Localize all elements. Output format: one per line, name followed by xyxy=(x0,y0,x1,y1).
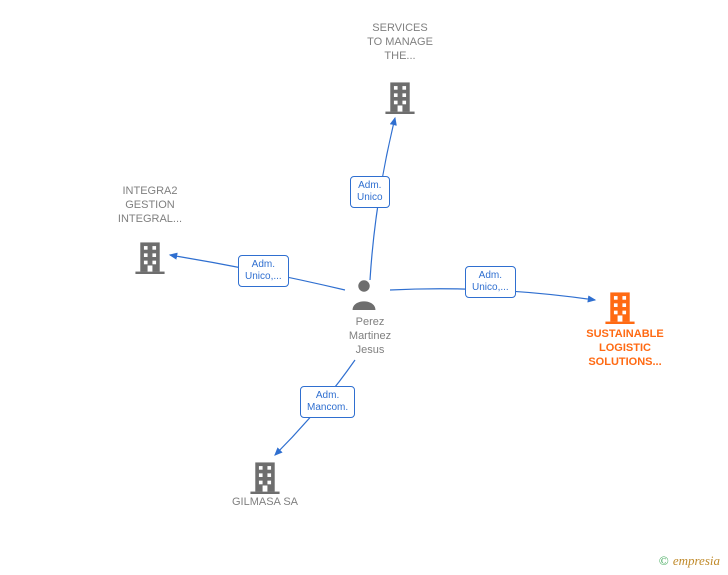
node-right[interactable] xyxy=(605,290,635,329)
person-icon xyxy=(350,278,378,310)
edge-label-top[interactable]: Adm. Unico xyxy=(350,176,390,208)
node-bottom-label: GILMASA SA xyxy=(215,496,315,510)
building-icon xyxy=(250,460,280,494)
building-icon xyxy=(385,80,415,114)
building-icon xyxy=(605,290,635,324)
building-icon xyxy=(135,240,165,274)
edge-label-left[interactable]: Adm. Unico,... xyxy=(238,255,289,287)
node-top[interactable] xyxy=(385,80,415,119)
node-left-label: INTEGRA2 GESTION INTEGRAL... xyxy=(100,185,200,226)
edge-label-bottom[interactable]: Adm. Mancom. xyxy=(300,386,355,418)
footer-brand: © empresia xyxy=(659,553,720,569)
edge-label-right[interactable]: Adm. Unico,... xyxy=(465,266,516,298)
center-label: Perez Martinez Jesus xyxy=(340,316,400,357)
node-right-label: SUSTAINABLE LOGISTIC SOLUTIONS... xyxy=(575,328,675,369)
center-node[interactable] xyxy=(350,278,378,315)
node-bottom[interactable] xyxy=(250,460,280,499)
node-top-label: SERVICES TO MANAGE THE... xyxy=(360,22,440,63)
brand-text: empresia xyxy=(673,553,720,568)
node-left[interactable] xyxy=(135,240,165,279)
copyright-icon: © xyxy=(659,553,669,568)
